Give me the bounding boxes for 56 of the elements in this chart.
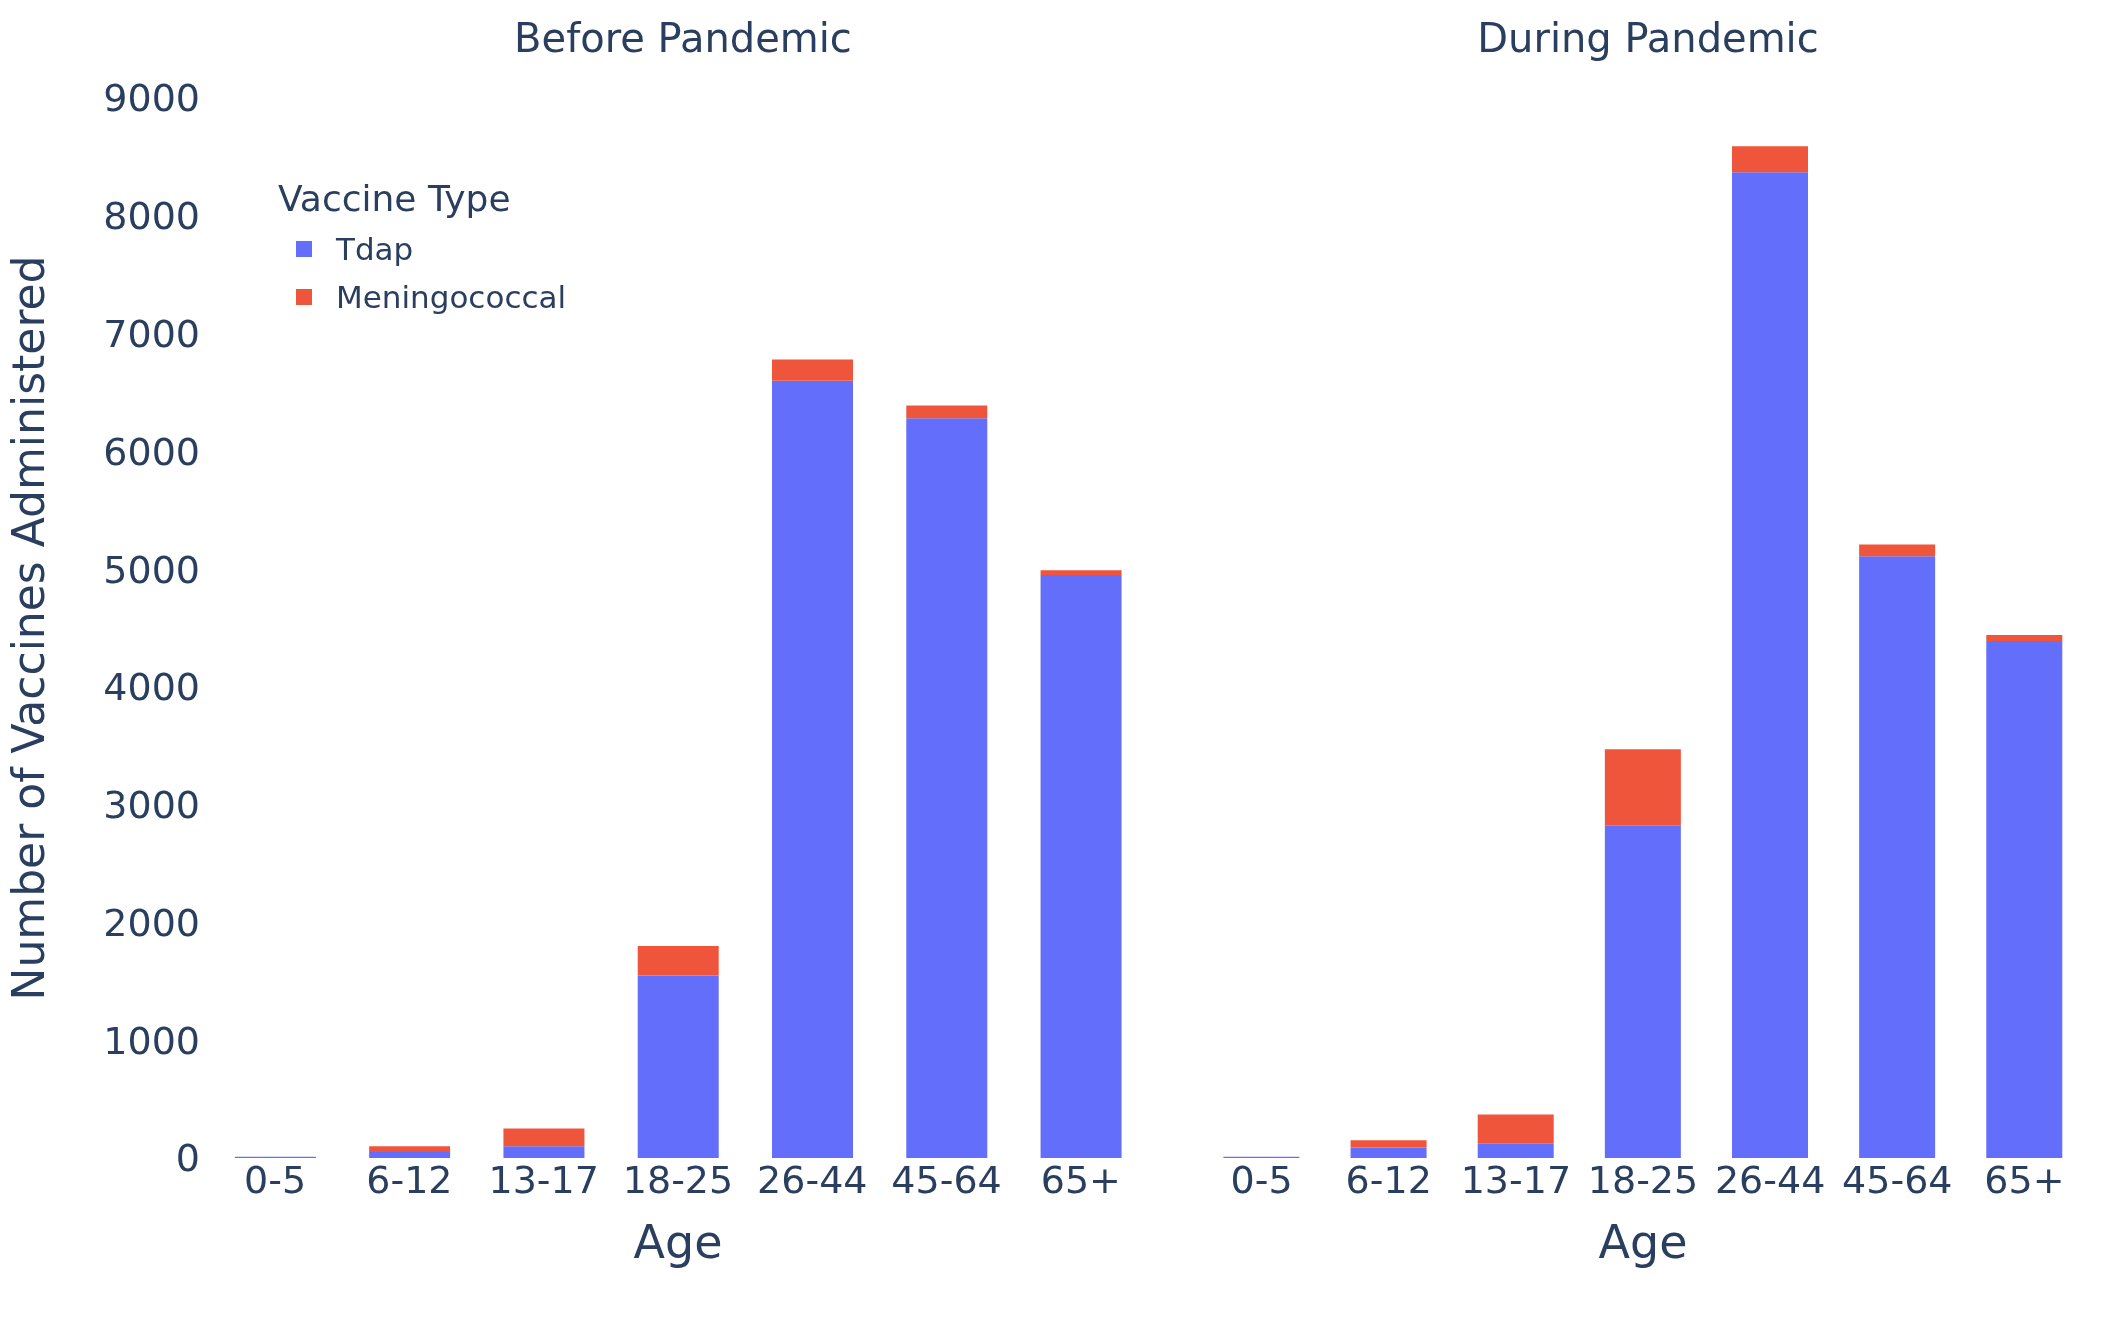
bar xyxy=(1477,1143,1554,1158)
x-tick-label: 6-12 xyxy=(366,1157,453,1202)
y-tick-label: 1000 xyxy=(103,1018,200,1063)
chart-title: During Pandemic xyxy=(1476,14,1820,63)
y-tick-label: 4000 xyxy=(103,665,200,710)
bar xyxy=(503,1146,585,1158)
x-tick-label: 45-64 xyxy=(891,1157,1002,1202)
x-tick-label: 0-5 xyxy=(244,1157,307,1202)
x-tick-label: 26-44 xyxy=(757,1157,868,1202)
bar xyxy=(1350,1140,1427,1148)
legend-label: Meningococcal xyxy=(335,278,567,317)
bar xyxy=(1604,749,1681,826)
y-tick-label: 3000 xyxy=(103,783,200,828)
bar xyxy=(1040,575,1122,1158)
chart-title: Before Pandemic xyxy=(513,14,853,63)
bar xyxy=(1732,146,1808,173)
bar xyxy=(503,1128,585,1147)
x-tick-label: 45-64 xyxy=(1842,1157,1953,1202)
x-tick-label: 18-25 xyxy=(622,1157,734,1202)
y-tick-label: 5000 xyxy=(103,547,200,592)
bar xyxy=(1477,1114,1554,1144)
y-tick-label: 7000 xyxy=(103,312,200,357)
x-axis-title: Age xyxy=(633,1215,723,1269)
y-axis-title: Number of Vaccines Administered xyxy=(2,255,54,1001)
x-tick-label: 13-17 xyxy=(1460,1157,1572,1202)
bar xyxy=(369,1152,451,1158)
y-tick-label: 8000 xyxy=(103,194,200,239)
x-tick-label: 18-25 xyxy=(1587,1157,1699,1202)
bar xyxy=(906,418,988,1158)
bar xyxy=(637,946,719,976)
bar xyxy=(1986,635,2063,641)
x-tick-label: 26-44 xyxy=(1714,1157,1826,1202)
x-tick-label: 65+ xyxy=(1040,1157,1121,1202)
bar xyxy=(1859,544,1936,557)
bar xyxy=(1604,825,1681,1158)
x-tick-label: 65+ xyxy=(1984,1157,2065,1202)
bar xyxy=(772,380,853,1158)
legend-title: Vaccine Type xyxy=(278,178,512,219)
bar xyxy=(772,359,853,381)
bar xyxy=(1732,172,1808,1158)
legend-label: Tdap xyxy=(335,230,415,269)
bar xyxy=(906,405,988,419)
bar xyxy=(1040,570,1122,575)
y-tick-label: 0 xyxy=(175,1136,200,1181)
x-axis-title: Age xyxy=(1598,1215,1688,1269)
x-tick-label: 0-5 xyxy=(1230,1157,1293,1202)
bar xyxy=(637,975,719,1158)
y-tick-label: 6000 xyxy=(103,429,200,474)
bar xyxy=(369,1146,451,1153)
y-tick-label: 9000 xyxy=(103,76,200,121)
x-tick-label: 6-12 xyxy=(1345,1157,1432,1202)
y-tick-label: 2000 xyxy=(103,900,200,945)
bar xyxy=(1859,556,1936,1158)
bar xyxy=(1350,1147,1427,1158)
x-tick-label: 13-17 xyxy=(488,1157,599,1202)
bar xyxy=(1986,640,2063,1158)
